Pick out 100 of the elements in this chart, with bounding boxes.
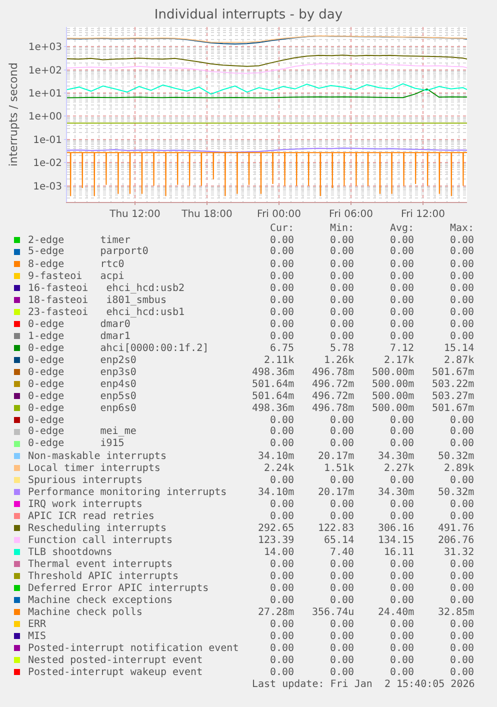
text: 0.00 bbox=[330, 307, 354, 318]
legend-label: Deferred Error APIC interrupts bbox=[28, 583, 209, 594]
legend-label: Nested posted-interrupt event bbox=[28, 655, 203, 666]
text: 0.00 bbox=[450, 559, 474, 570]
text: 0.00 bbox=[330, 415, 354, 426]
text: 6.75 bbox=[270, 343, 294, 354]
text: 0.00 bbox=[450, 583, 474, 594]
text: 65.14 bbox=[324, 535, 354, 546]
legend-label: 18-fasteoi i801_smbus bbox=[28, 295, 166, 306]
text: 0.00 bbox=[450, 631, 474, 642]
text: 7.40 bbox=[330, 547, 354, 558]
text: 123.39 bbox=[258, 535, 294, 546]
text: 0.00 bbox=[270, 415, 294, 426]
text: 501.64m bbox=[252, 379, 294, 390]
text: 0.00 bbox=[450, 307, 474, 318]
y-axis-title: interrupts / second bbox=[7, 62, 20, 166]
text: Max: bbox=[450, 223, 474, 234]
text: 0.00 bbox=[390, 271, 414, 282]
text: 0.00 bbox=[270, 307, 294, 318]
legend-label: APIC ICR read retries bbox=[28, 511, 154, 522]
text: 2.17k bbox=[384, 355, 414, 366]
text: 34.10m bbox=[258, 487, 294, 498]
text: 34.30m bbox=[378, 487, 414, 498]
y-tick-label: 1e+03 bbox=[28, 42, 62, 54]
legend-label: 0-edge enp6s0 bbox=[28, 403, 136, 414]
legend-label: Threshold APIC interrupts bbox=[28, 571, 179, 582]
text: Min: bbox=[330, 223, 354, 234]
text: 0.00 bbox=[330, 583, 354, 594]
text: 134.15 bbox=[378, 535, 414, 546]
text: 0.00 bbox=[450, 475, 474, 486]
text: 206.76 bbox=[438, 535, 474, 546]
text: 0.00 bbox=[390, 415, 414, 426]
legend-label: Machine check polls bbox=[28, 607, 142, 618]
text: 2.89k bbox=[444, 463, 474, 474]
text: 0.00 bbox=[270, 571, 294, 582]
text: 0.00 bbox=[450, 235, 474, 246]
text: 496.72m bbox=[312, 379, 354, 390]
text: 0.00 bbox=[270, 667, 294, 678]
text: 0.00 bbox=[270, 559, 294, 570]
text: 0.00 bbox=[390, 283, 414, 294]
text: 501.67m bbox=[432, 367, 474, 378]
legend-label: Local timer interrupts bbox=[28, 463, 160, 474]
text: 0.00 bbox=[330, 667, 354, 678]
x-tick-label: Fri 00:00 bbox=[257, 209, 301, 220]
text: 14.00 bbox=[264, 547, 294, 558]
text: 0.00 bbox=[450, 571, 474, 582]
text: 0.00 bbox=[390, 259, 414, 270]
legend-label: 0-edge mei_me bbox=[28, 426, 136, 437]
text: 500.00m bbox=[372, 379, 414, 390]
text: 0.00 bbox=[390, 583, 414, 594]
text: 0.00 bbox=[450, 271, 474, 282]
text: 0.00 bbox=[270, 319, 294, 330]
text: 496.78m bbox=[312, 367, 354, 378]
text: 0.00 bbox=[390, 307, 414, 318]
text: 0.00 bbox=[450, 319, 474, 330]
y-tick-label: 1e-01 bbox=[33, 134, 62, 146]
text: 0.00 bbox=[270, 283, 294, 294]
x-tick-label: Fri 06:00 bbox=[329, 209, 373, 220]
text: 0.00 bbox=[390, 619, 414, 630]
legend-label: 0-edge ahci[0000:00:1f.2] bbox=[28, 343, 209, 354]
text: 496.72m bbox=[312, 391, 354, 402]
text: 0.00 bbox=[330, 631, 354, 642]
text: 50.32m bbox=[438, 451, 474, 462]
text: 0.00 bbox=[390, 511, 414, 522]
text: 0.00 bbox=[450, 643, 474, 654]
x-tick-label: Thu 18:00 bbox=[180, 209, 232, 220]
legend-label: Function call interrupts bbox=[28, 535, 172, 546]
text: 0.00 bbox=[390, 295, 414, 306]
text: 0.00 bbox=[390, 235, 414, 246]
legend-label: 0-edge enp3s0 bbox=[28, 367, 136, 378]
legend-label: 8-edge rtc0 bbox=[28, 259, 124, 270]
text: 0.00 bbox=[270, 426, 294, 437]
text: 0.00 bbox=[270, 583, 294, 594]
legend-label: 0-edge enp2s0 bbox=[28, 355, 136, 366]
text: Avg: bbox=[390, 223, 414, 234]
text: 0.00 bbox=[270, 499, 294, 510]
legend-label: 0-edge i915 bbox=[28, 438, 124, 449]
legend-label: 0-edge enp4s0 bbox=[28, 379, 136, 390]
text: 0.00 bbox=[330, 319, 354, 330]
text: 1.51k bbox=[324, 463, 354, 474]
legend-label: IRQ work interrupts bbox=[28, 499, 142, 510]
text: 16.11 bbox=[384, 547, 414, 558]
y-tick-label: 1e+01 bbox=[28, 88, 62, 100]
text: 306.16 bbox=[378, 523, 414, 534]
text: 0.00 bbox=[330, 595, 354, 606]
text: 0.00 bbox=[390, 319, 414, 330]
text: 0.00 bbox=[450, 619, 474, 630]
text: 0.00 bbox=[390, 643, 414, 654]
text: 0.00 bbox=[330, 331, 354, 342]
text: 0.00 bbox=[270, 643, 294, 654]
legend-label: 0-edge bbox=[28, 415, 64, 426]
legend-label: Thermal event interrupts bbox=[28, 559, 172, 570]
text: 0.00 bbox=[390, 499, 414, 510]
text: 500.00m bbox=[372, 367, 414, 378]
text: 5.78 bbox=[330, 343, 354, 354]
text: 2.24k bbox=[264, 463, 294, 474]
text: 20.17m bbox=[318, 451, 354, 462]
text: 0.00 bbox=[270, 271, 294, 282]
text: 0.00 bbox=[330, 511, 354, 522]
text: 0.00 bbox=[390, 438, 414, 449]
